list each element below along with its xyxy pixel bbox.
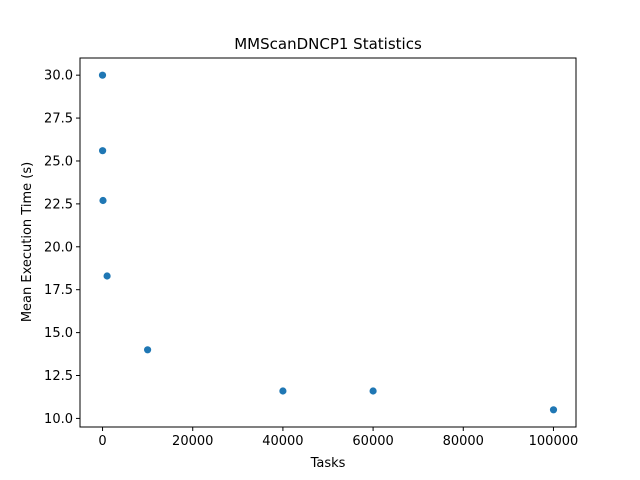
data-point-7 (549, 406, 558, 414)
x-tick-label-3: 60000 (352, 434, 393, 449)
y-tick-label-4: 20.0 (44, 240, 73, 255)
data-point-4 (144, 346, 152, 354)
y-axis-label: Mean Execution Time (s) (20, 162, 35, 322)
plot-frame (79, 57, 577, 428)
x-tick-label-4: 80000 (443, 434, 484, 449)
y-axis-ticks: 10.0 12.5 15.0 17.5 20.0 22.5 25.0 27.5 30.0 (44, 69, 80, 427)
data-point-5 (279, 387, 287, 395)
data-point-0 (98, 71, 107, 79)
x-tick-label-5: 100000 (529, 434, 579, 449)
chart-title: MMScanDNCP1 Statistics (234, 35, 422, 53)
y-tick-label-6: 25.0 (44, 154, 73, 169)
x-axis-label: Tasks (310, 456, 346, 471)
x-tick-label-1: 20000 (172, 434, 213, 449)
data-point-3 (103, 272, 111, 280)
data-points (98, 71, 558, 414)
data-point-2 (99, 196, 107, 205)
x-axis-ticks: 0 20000 40000 60000 80000 100000 (98, 427, 578, 449)
y-tick-label-3: 17.5 (44, 283, 73, 298)
y-tick-label-5: 22.5 (44, 197, 73, 212)
x-tick-label-0: 0 (98, 434, 106, 449)
y-tick-label-7: 27.5 (44, 112, 73, 127)
y-tick-label-0: 10.0 (44, 412, 73, 427)
y-tick-label-2: 15.0 (44, 326, 73, 341)
data-point-1 (99, 147, 107, 155)
x-tick-label-2: 40000 (262, 434, 303, 449)
y-tick-label-8: 30.0 (44, 69, 73, 84)
y-tick-label-1: 12.5 (44, 369, 73, 384)
data-point-6 (369, 387, 377, 395)
